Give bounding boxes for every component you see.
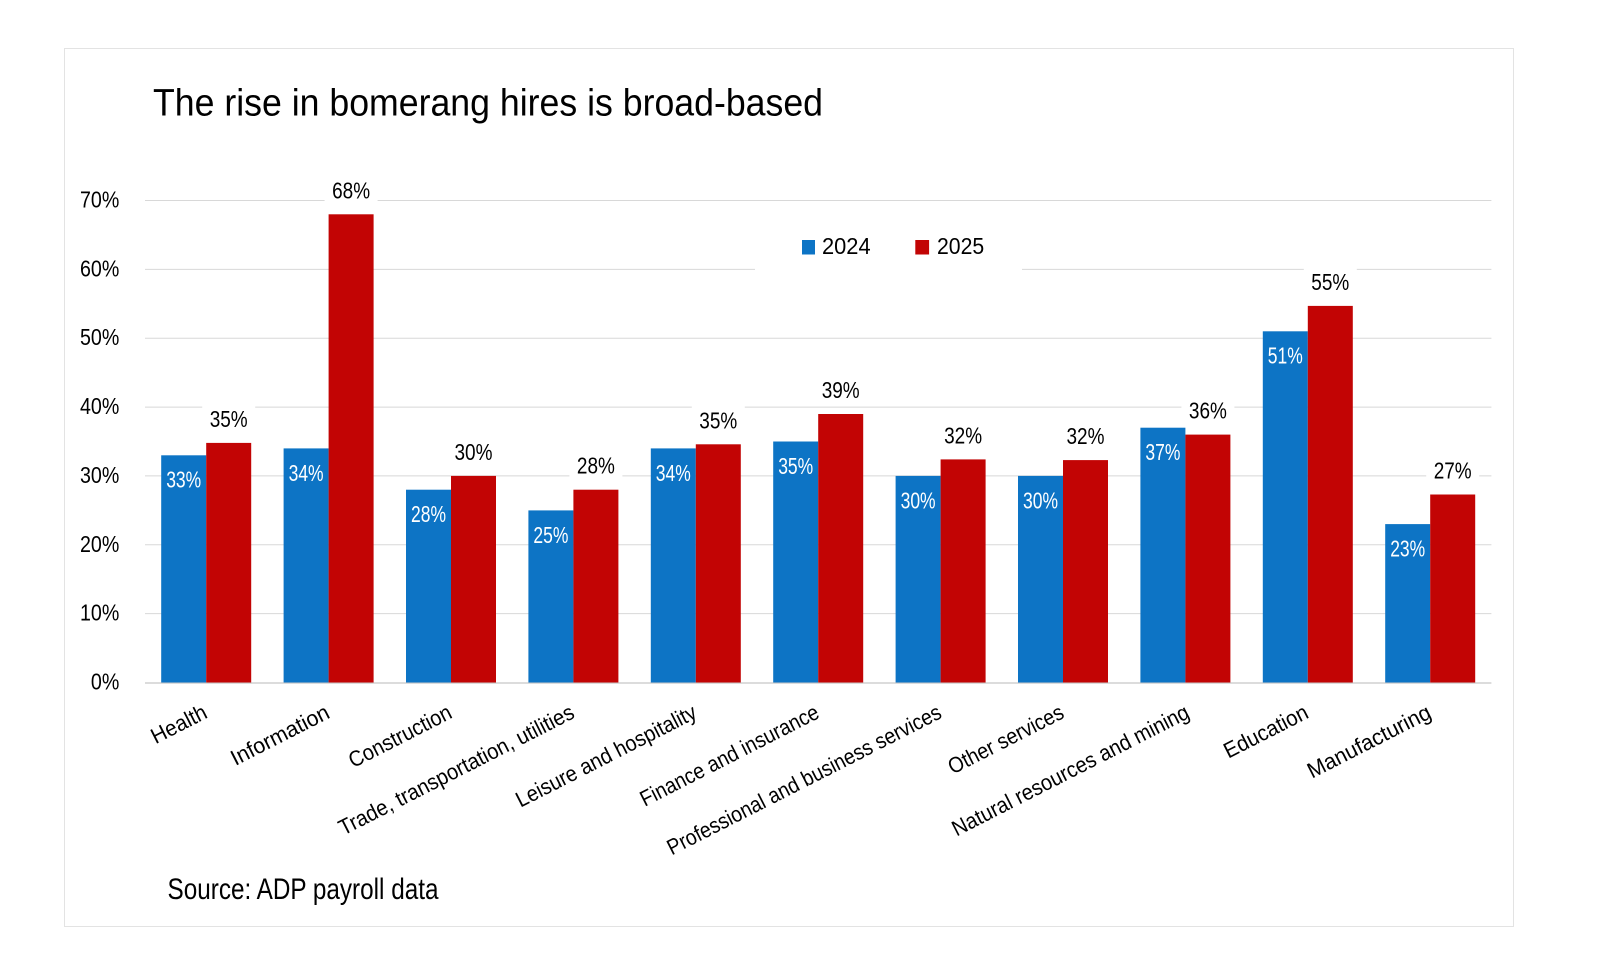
svg-text:60%: 60% [80, 255, 119, 281]
svg-text:25%: 25% [533, 522, 568, 548]
svg-text:30%: 30% [901, 487, 936, 513]
svg-text:34%: 34% [656, 460, 691, 486]
svg-text:35%: 35% [699, 407, 737, 433]
svg-text:30%: 30% [1023, 487, 1058, 513]
svg-text:Source: ADP payroll data: Source: ADP payroll data [168, 873, 439, 906]
svg-text:27%: 27% [1434, 458, 1472, 484]
svg-text:28%: 28% [577, 453, 615, 479]
svg-text:35%: 35% [210, 406, 248, 432]
svg-text:34%: 34% [289, 460, 324, 486]
svg-text:70%: 70% [80, 187, 119, 213]
svg-text:30%: 30% [455, 439, 493, 465]
svg-text:2024: 2024 [822, 233, 871, 259]
svg-text:20%: 20% [80, 531, 119, 557]
svg-text:39%: 39% [822, 377, 860, 403]
svg-text:28%: 28% [411, 501, 446, 527]
svg-text:50%: 50% [80, 324, 119, 350]
svg-text:32%: 32% [1067, 423, 1105, 449]
svg-text:37%: 37% [1145, 439, 1180, 465]
svg-text:23%: 23% [1390, 536, 1425, 562]
svg-text:51%: 51% [1268, 343, 1303, 369]
svg-text:10%: 10% [80, 600, 119, 626]
svg-text:55%: 55% [1311, 269, 1349, 295]
svg-text:33%: 33% [166, 467, 201, 493]
svg-text:68%: 68% [332, 177, 370, 203]
svg-text:35%: 35% [778, 453, 813, 479]
svg-text:2025: 2025 [937, 233, 984, 259]
svg-text:36%: 36% [1189, 398, 1227, 424]
svg-text:32%: 32% [944, 422, 982, 448]
svg-text:0%: 0% [91, 669, 119, 695]
svg-text:The rise in bomerang hires is: The rise in bomerang hires is broad-base… [153, 83, 823, 125]
svg-text:30%: 30% [80, 462, 119, 488]
svg-text:40%: 40% [80, 393, 119, 419]
